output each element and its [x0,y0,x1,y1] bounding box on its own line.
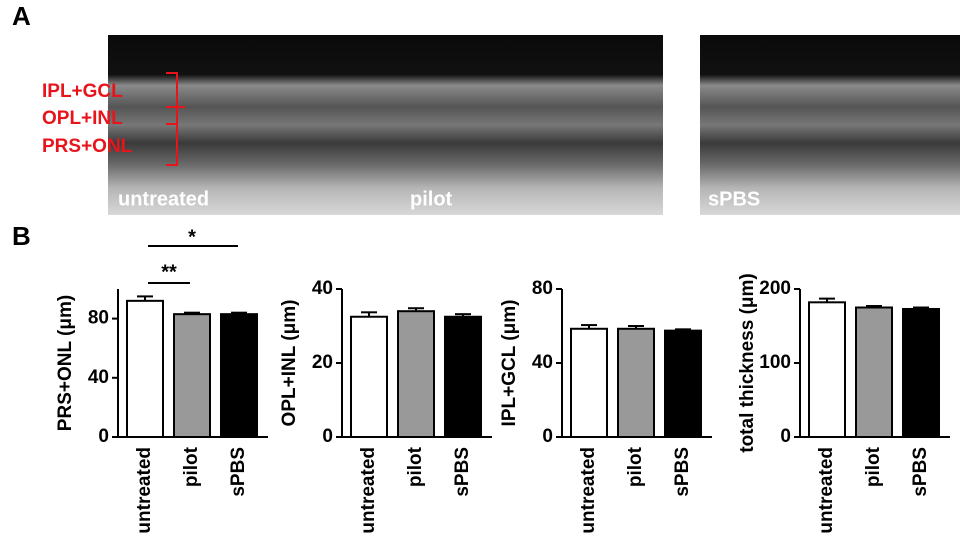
oct-images: untreated pilot sPBS IPL+GCL OPL+INL PRS… [42,35,960,215]
x-tick-label: untreated [358,447,379,534]
x-tick-label: untreated [134,447,155,534]
y-axis-label: total thickness (μm) [737,273,758,453]
bar [902,307,940,439]
x-tick-label: pilot [405,446,426,487]
y-tick-label: 0 [542,426,553,447]
bar [808,301,846,438]
y-tick-label: 0 [780,426,791,447]
x-tick-label: sPBS [452,447,473,497]
x-tick-label: sPBS [228,447,249,497]
oct-image [405,35,663,215]
image-label: sPBS [708,188,760,210]
layer-label: OPL+INL [42,108,123,129]
panel-label: B [12,221,31,251]
x-tick-label: sPBS [910,447,931,497]
significance: * ** [148,226,238,284]
image-label: pilot [410,188,453,210]
y-tick-label: 40 [88,367,109,388]
sig-label: * [188,226,196,248]
y-tick-label: 200 [759,278,791,299]
x-tick-label: untreated [578,447,599,534]
y-axis-label: OPL+INL (μm) [279,300,300,427]
bar [126,299,164,438]
bar [173,313,211,438]
y-axis-label: PRS+ONL (μm) [55,295,76,431]
bar [397,310,435,439]
y-tick-label: 20 [312,352,333,373]
bar [444,315,482,438]
panel-label: A [12,1,31,31]
y-tick-label: 40 [312,278,333,299]
y-tick-label: 0 [98,426,109,447]
image-label: untreated [118,188,209,210]
bar [664,329,702,438]
y-tick-label: 80 [532,278,553,299]
bar [855,306,893,438]
layer-bracket [166,72,185,166]
oct-image [700,35,960,215]
x-tick-label: untreated [816,447,837,534]
x-tick-label: sPBS [672,447,693,497]
layer-label: IPL+GCL [42,81,123,102]
sig-label: ** [161,261,177,283]
layer-label: PRS+ONL [42,136,133,157]
y-axis-label: IPL+GCL (μm) [499,300,520,427]
y-tick-label: 100 [759,352,791,373]
x-tick-label: pilot [625,446,646,487]
bar [220,313,258,438]
bar [350,315,388,438]
bar [617,327,655,438]
y-tick-label: 80 [88,308,109,329]
bar [570,327,608,438]
x-tick-label: pilot [181,446,202,487]
y-tick-label: 40 [532,352,553,373]
x-tick-label: pilot [863,446,884,487]
y-tick-label: 0 [322,426,333,447]
